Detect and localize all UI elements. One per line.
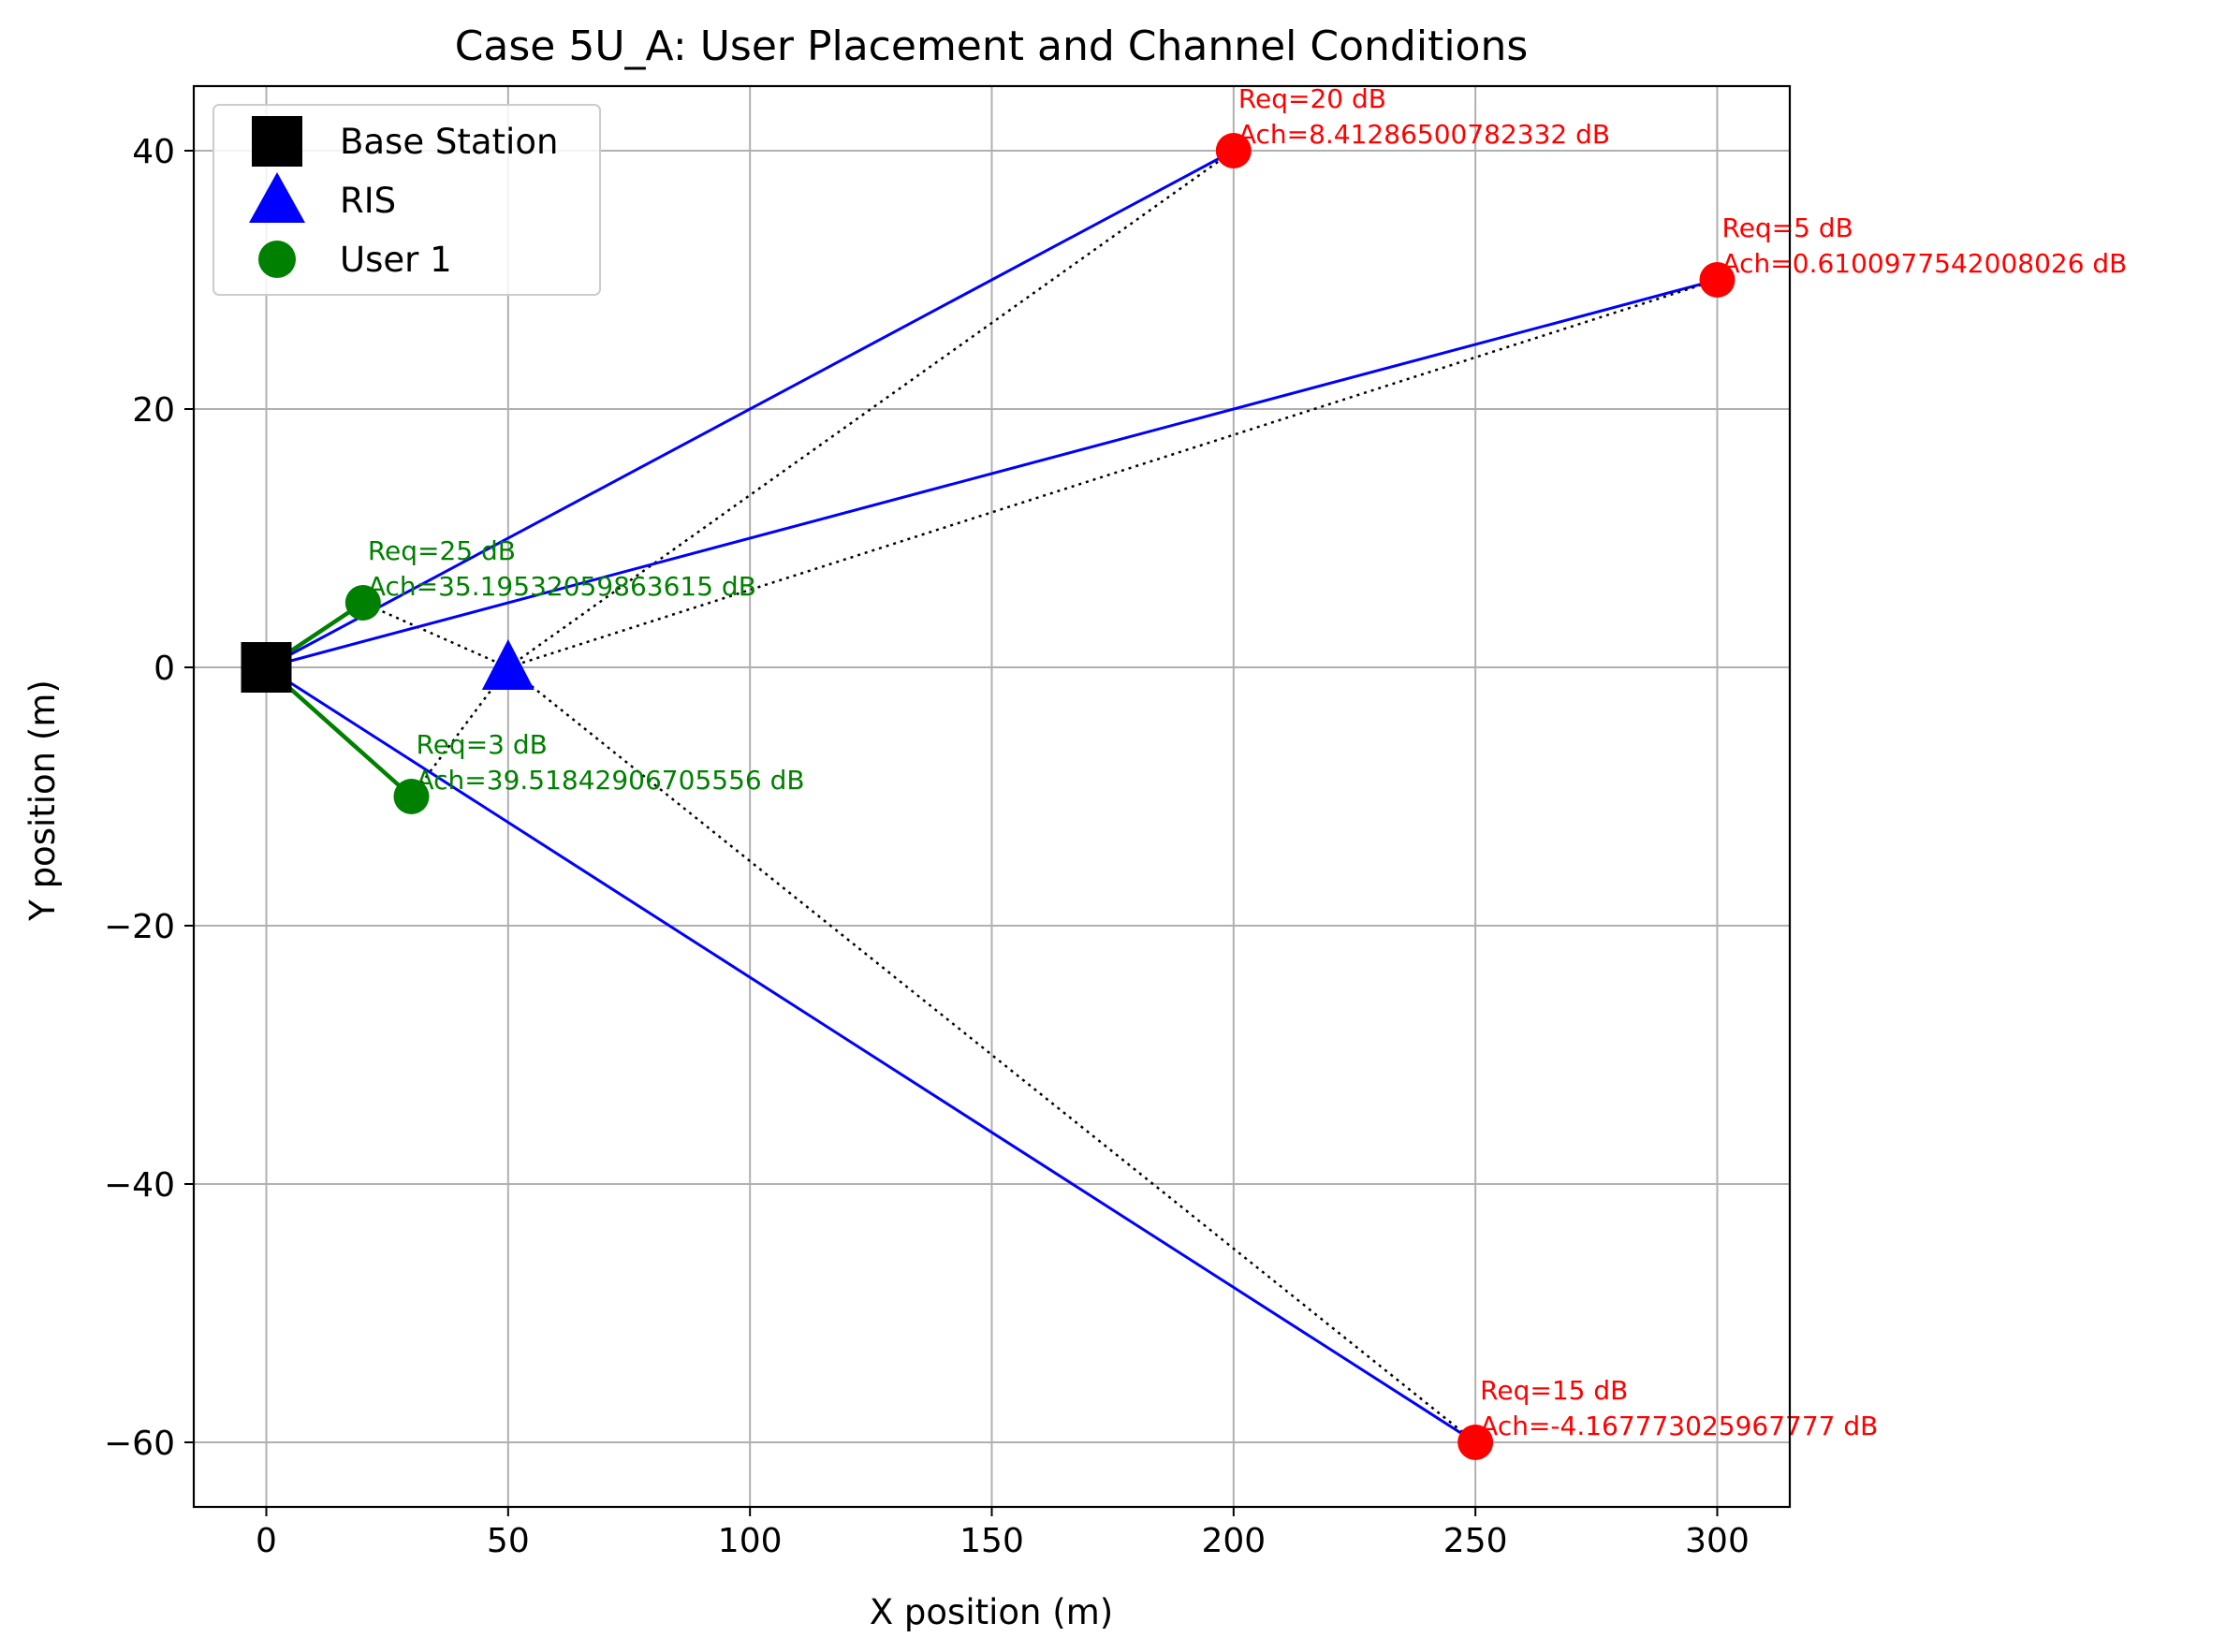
x-tick-label: 50 (487, 1522, 530, 1560)
base-station-marker (241, 642, 292, 693)
legend-box (212, 104, 601, 296)
chart-title: Case 5U_A: User Placement and Channel Co… (455, 22, 1529, 70)
legend-circle-icon (258, 241, 296, 278)
user-marker (1457, 1425, 1494, 1460)
tick-layer: 0 50 100 150 200 250 300 −60 −40 −20 0 20 40 (104, 133, 1750, 1560)
user-marker (1699, 262, 1735, 298)
user-req-label: Req=3 dB (417, 729, 548, 760)
legend-label: RIS (340, 181, 396, 221)
direct-link (265, 149, 1235, 669)
user-ach-label: Ach=35.19532059863615 dB (368, 571, 756, 602)
legend-label: Base Station (340, 122, 558, 162)
user-req-label: Req=20 dB (1238, 83, 1386, 114)
y-tick-label: −20 (104, 908, 175, 946)
ris-marker (481, 639, 535, 690)
x-tick-label: 150 (959, 1522, 1024, 1560)
y-tick-label: −60 (104, 1425, 175, 1463)
y-tick-label: 20 (132, 391, 175, 430)
user-ach-label: Ach=8.41286500782332 dB (1238, 119, 1610, 150)
grid-layer (194, 86, 1790, 1507)
direct-link (266, 278, 1718, 669)
y-axis-label: Y position (m) (22, 680, 63, 922)
legend-square-icon (252, 116, 302, 167)
x-axis-label: X position (m) (870, 1592, 1113, 1632)
x-tick-label: 200 (1201, 1522, 1266, 1560)
y-tick-label: −40 (104, 1166, 175, 1205)
y-tick-label: 0 (154, 650, 175, 688)
user-ach-label: Ach=39.51842906705556 dB (417, 765, 805, 796)
user-req-label: Req=5 dB (1722, 212, 1853, 243)
user-req-label: Req=15 dB (1480, 1375, 1628, 1406)
x-tick-label: 0 (256, 1522, 277, 1560)
legend-triangle-icon (249, 172, 305, 223)
y-tick-label: 40 (132, 133, 175, 171)
user-ach-label: Ach=-4.167773025967777 dB (1480, 1411, 1878, 1441)
ris-link (507, 278, 1718, 669)
user-ach-label: Ach=0.6100977542008026 dB (1722, 248, 2128, 279)
x-tick-label: 300 (1685, 1522, 1750, 1560)
legend-label: User 1 (340, 240, 452, 280)
legend: Base Station RIS User 1 (212, 104, 601, 296)
user-marker (1215, 133, 1252, 168)
user-req-label: Req=25 dB (368, 535, 516, 566)
link-layer (265, 149, 1718, 1444)
user-marker (393, 779, 430, 814)
user-marker (344, 585, 381, 621)
x-tick-label: 100 (718, 1522, 783, 1560)
direct-link (265, 665, 1476, 1444)
x-tick-label: 250 (1443, 1522, 1508, 1560)
marker-layer (241, 133, 1735, 1460)
ris-link (507, 149, 1235, 669)
